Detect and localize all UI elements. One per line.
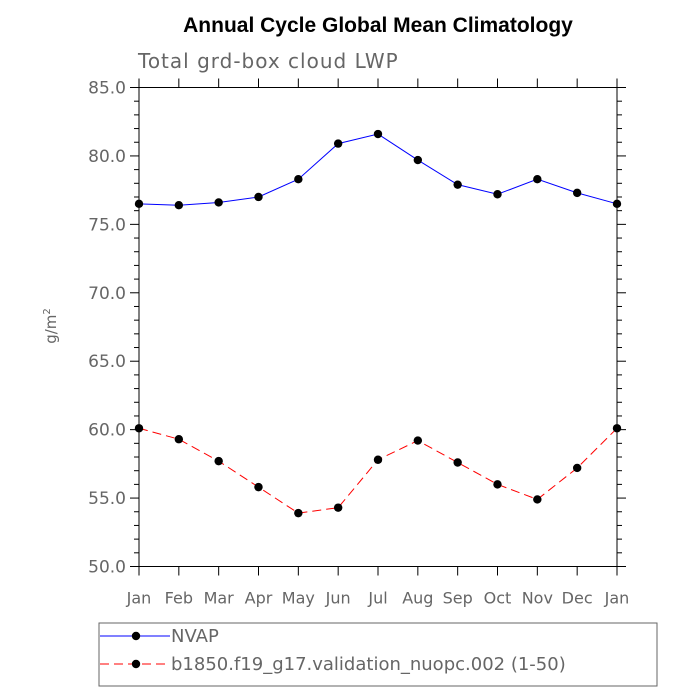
y-axis-label: g/m2 [42, 308, 60, 344]
data-point-series-0 [174, 200, 184, 210]
plot-frame [138, 87, 618, 567]
data-point-series-0 [572, 188, 582, 198]
x-tick-label: Aug [402, 589, 433, 608]
series-line-1 [138, 427, 618, 514]
y-tick-label: 80.0 [88, 147, 126, 167]
y-tick-label: 75.0 [88, 215, 126, 235]
data-point-series-1 [612, 424, 622, 433]
data-point-series-1 [333, 503, 343, 512]
x-tick-label: Jan [126, 589, 152, 608]
data-point-series-1 [254, 482, 263, 492]
data-point-series-0 [294, 174, 303, 184]
series-layer [134, 129, 622, 518]
data-point-series-0 [533, 174, 542, 184]
x-tick-label: Jan [604, 589, 630, 608]
data-point-series-1 [493, 480, 502, 489]
y-tick-marks [130, 87, 626, 567]
chart-title: Annual Cycle Global Mean Climatology [183, 14, 573, 37]
y-tick-label: 70.0 [88, 284, 126, 304]
data-point-series-0 [333, 139, 343, 148]
data-point-series-0 [214, 198, 223, 207]
legend-marker-0 [131, 631, 141, 641]
data-point-series-1 [174, 435, 184, 444]
y-tick-label: 55.0 [88, 489, 126, 509]
series-line-0 [138, 133, 618, 206]
data-point-series-1 [533, 495, 542, 504]
x-tick-marks [138, 78, 618, 576]
x-tick-label: Jun [325, 589, 351, 608]
data-point-series-1 [572, 463, 582, 473]
data-point-series-0 [612, 199, 622, 209]
legend-items: NVAP b1850.f19_g17.validation_nuopc.002 (… [100, 626, 566, 675]
x-tick-label: Mar [204, 589, 235, 608]
chart-subtitle: Total grd-box cloud LWP [137, 49, 399, 73]
legend-marker-1 [131, 659, 141, 669]
x-tick-label: Jul [367, 589, 387, 608]
x-tick-label: Feb [165, 589, 193, 608]
y-tick-labels: 50.0 55.0 60.0 65.0 70.0 75.0 80.0 85.0 [88, 79, 126, 578]
data-point-series-1 [413, 436, 423, 445]
x-tick-label: Dec [562, 589, 593, 608]
y-tick-label: 50.0 [88, 558, 126, 578]
x-tick-label: Oct [484, 589, 512, 608]
data-point-series-0 [413, 155, 423, 165]
data-point-series-1 [294, 508, 303, 518]
data-point-series-1 [373, 455, 383, 464]
x-tick-label: Sep [443, 589, 473, 608]
data-point-series-0 [373, 129, 383, 139]
legend-label-1: b1850.f19_g17.validation_nuopc.002 (1-50… [171, 654, 566, 675]
data-point-series-0 [134, 199, 144, 209]
x-tick-labels: Jan Feb Mar Apr May Jun Jul Aug Sep Oct Nov Dec Jan [126, 589, 630, 608]
data-point-series-1 [214, 456, 223, 466]
y-tick-label: 65.0 [88, 352, 126, 372]
data-point-series-0 [493, 190, 502, 199]
legend-label-0: NVAP [171, 626, 219, 647]
y-tick-label: 85.0 [88, 79, 126, 99]
data-point-series-1 [453, 458, 462, 467]
x-tick-label: Apr [245, 589, 273, 608]
data-point-series-0 [453, 180, 462, 189]
data-point-series-0 [254, 192, 263, 202]
x-tick-label: May [282, 589, 315, 608]
legend [98, 622, 658, 687]
data-point-series-1 [134, 424, 144, 433]
y-tick-label: 60.0 [88, 421, 126, 441]
x-tick-label: Nov [522, 589, 553, 608]
